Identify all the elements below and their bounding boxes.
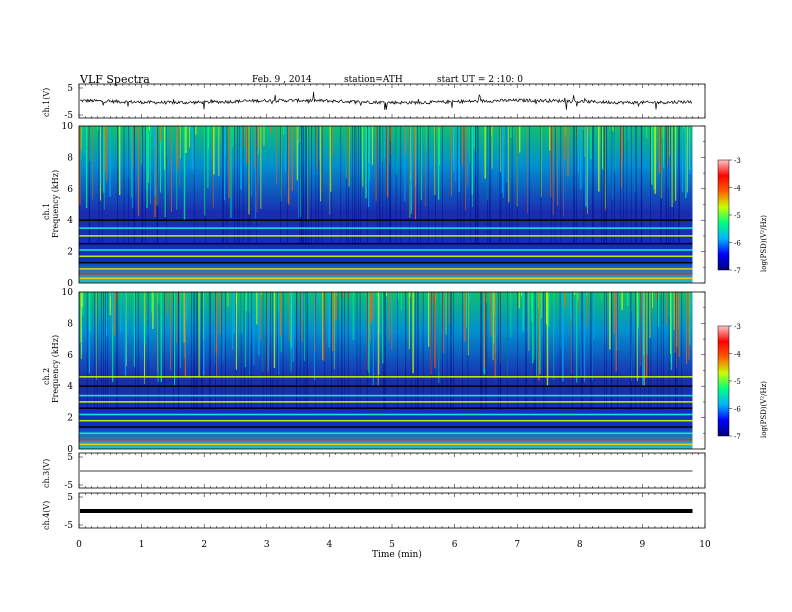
x-tick-label: 0 xyxy=(76,540,82,550)
ch3-waveform-panel: 5 -5 xyxy=(64,452,706,491)
colorbar-gradient xyxy=(717,159,730,271)
chart-title: VLF Spectra xyxy=(80,73,150,86)
ch2-colorbar-label: log(PSD)(V²/Hz) xyxy=(760,381,768,438)
y-tick-label: 8 xyxy=(67,153,73,163)
start-ut-label: start UT = 2 :10: 0 xyxy=(437,75,523,85)
x-tick-label: 6 xyxy=(452,540,458,550)
spectral-band xyxy=(79,438,693,441)
ch1-colorbar: -3 -4 -5 -6 -7 xyxy=(717,157,741,275)
colorbar-tick-label: -5 xyxy=(734,378,741,386)
waveform-frame xyxy=(78,83,706,119)
ch1-spectrogram-panel: 0 2 4 6 8 10 xyxy=(62,122,706,289)
y-tick-label: 0 xyxy=(67,445,73,455)
x-tick-label: 8 xyxy=(577,540,583,550)
y-tick-label: 10 xyxy=(62,122,74,132)
y-tick-label: -5 xyxy=(64,111,73,121)
colorbar-tick-label: -3 xyxy=(734,323,741,331)
ch1-waveform-ylabel: ch.1(V) xyxy=(42,87,51,117)
y-tick-label: 4 xyxy=(67,216,73,226)
spectral-band xyxy=(79,394,693,397)
x-tick-label: 2 xyxy=(201,540,207,550)
x-tick-label: 7 xyxy=(514,540,520,550)
colorbar-tick-label: -3 xyxy=(734,157,741,165)
y-tick-label: 10 xyxy=(62,288,74,298)
spectral-band xyxy=(79,426,693,428)
y-tick-label: 5 xyxy=(67,453,73,463)
colorbar-tick-label: -4 xyxy=(734,351,741,359)
spectral-band xyxy=(79,261,693,264)
y-tick-label: 6 xyxy=(67,351,73,361)
spectral-band xyxy=(79,432,693,435)
spectral-band xyxy=(79,242,693,245)
spectral-band xyxy=(79,272,693,275)
spectral-band xyxy=(79,249,693,251)
spectral-band xyxy=(79,277,693,280)
colorbar-tick-label: -6 xyxy=(734,406,741,414)
ch3-waveform-ylabel: ch.3(V) xyxy=(42,458,51,488)
y-tick-label: 2 xyxy=(67,248,73,258)
y-tick-label: 0 xyxy=(67,279,73,289)
spectral-band xyxy=(79,255,693,258)
y-tick-label: 8 xyxy=(67,319,73,329)
y-tick-label: 5 xyxy=(67,493,73,503)
x-tick-label: 9 xyxy=(640,540,646,550)
y-tick-label: -5 xyxy=(64,481,73,491)
time-axis: 0 1 2 3 4 5 6 7 8 9 10 xyxy=(76,540,711,550)
time-axis-label: Time (min) xyxy=(372,550,422,560)
ch2-frequency-ylabel: Frequency (kHz) xyxy=(51,334,60,403)
y-tick-label: 4 xyxy=(67,382,73,392)
colorbar-tick-label: -7 xyxy=(734,433,741,441)
ch4-waveform-ylabel: ch.4(V) xyxy=(42,500,51,530)
waveform-frame xyxy=(78,452,706,489)
ch2-spectrogram-panel: 0 2 4 6 8 10 xyxy=(62,288,706,455)
spectral-band xyxy=(79,227,693,229)
y-tick-label: 5 xyxy=(67,84,73,94)
spectral-band xyxy=(79,268,693,270)
ch4-waveform-line xyxy=(80,509,693,513)
x-tick-label: 5 xyxy=(389,540,395,550)
ch4-waveform-panel: 5 -5 xyxy=(64,492,706,531)
ch1-frequency-ylabel: Frequency (kHz) xyxy=(51,169,60,238)
spectral-band xyxy=(79,376,693,378)
colorbar-gradient xyxy=(717,325,730,437)
x-tick-label: 4 xyxy=(327,540,333,550)
spectral-band xyxy=(79,385,693,387)
ch2-colorbar: -3 -4 -5 -6 -7 xyxy=(717,323,741,441)
y-tick-label: -5 xyxy=(64,521,73,531)
y-tick-label: 2 xyxy=(67,414,73,424)
y-tick-label: 6 xyxy=(67,185,73,195)
spectral-band xyxy=(79,219,693,221)
colorbar-tick-label: -7 xyxy=(734,267,741,275)
colorbar-tick-label: -6 xyxy=(734,240,741,248)
spectral-band xyxy=(79,419,693,422)
station-label: station=ATH xyxy=(344,75,403,85)
x-tick-label: 3 xyxy=(264,540,270,550)
colorbar-tick-label: -5 xyxy=(734,212,741,220)
x-tick-label: 10 xyxy=(699,540,711,550)
spectral-band xyxy=(79,401,693,403)
spectral-band xyxy=(79,413,693,416)
spectrogram-background xyxy=(79,126,693,283)
ch2-spectrogram-channel-label: ch.2 xyxy=(42,367,51,385)
ch1-waveform-panel: 5 -5 xyxy=(64,83,706,121)
spectral-band xyxy=(79,407,693,409)
ch1-waveform-line xyxy=(79,91,693,111)
spectral-band xyxy=(79,443,693,446)
colorbar-tick-label: -4 xyxy=(734,185,741,193)
x-tick-label: 1 xyxy=(139,540,145,550)
ch1-colorbar-label: log(PSD)(V²/Hz) xyxy=(760,215,768,272)
ch1-spectrogram-channel-label: ch.1 xyxy=(42,202,51,220)
spectral-band xyxy=(79,235,693,237)
date-label: Feb. 9 , 2014 xyxy=(252,75,312,85)
